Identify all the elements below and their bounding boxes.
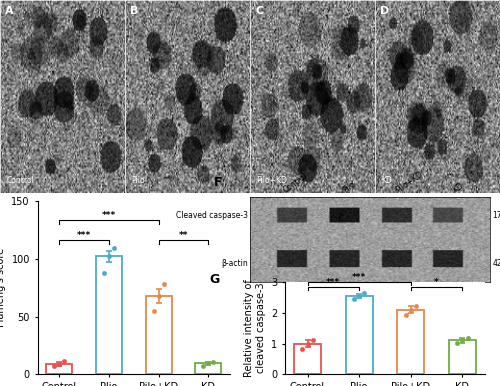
Text: B: B xyxy=(130,6,138,16)
Y-axis label: Flameng's score: Flameng's score xyxy=(0,248,6,327)
Text: Control: Control xyxy=(281,171,309,194)
Bar xyxy=(294,344,321,374)
Text: Cleaved caspase-3: Cleaved caspase-3 xyxy=(176,211,248,220)
Point xyxy=(160,281,168,287)
Point xyxy=(60,358,68,364)
Text: Pilo: Pilo xyxy=(341,179,357,194)
Point xyxy=(360,290,368,296)
Text: ***: *** xyxy=(326,278,340,287)
Point xyxy=(100,269,108,276)
Point xyxy=(110,245,118,251)
Text: ***: *** xyxy=(352,273,366,283)
Point xyxy=(55,361,63,367)
Text: C: C xyxy=(255,6,263,16)
Point xyxy=(298,346,306,352)
Bar xyxy=(146,296,172,374)
Point xyxy=(464,335,471,341)
Point xyxy=(355,293,363,299)
Bar xyxy=(346,296,372,374)
Point xyxy=(458,337,466,344)
Point xyxy=(200,363,207,369)
Bar xyxy=(449,340,476,374)
Bar xyxy=(96,256,122,374)
Text: D: D xyxy=(380,6,389,16)
Text: G: G xyxy=(209,273,219,286)
Text: F: F xyxy=(214,176,222,189)
Point xyxy=(412,303,420,309)
Bar xyxy=(46,364,72,374)
Text: *: * xyxy=(434,278,439,287)
Point xyxy=(402,312,409,318)
Point xyxy=(150,308,158,314)
Text: Control: Control xyxy=(6,176,34,185)
Point xyxy=(304,340,312,347)
Y-axis label: Relative intensity of
cleaved caspase-3: Relative intensity of cleaved caspase-3 xyxy=(244,279,266,377)
Text: A: A xyxy=(5,6,14,16)
Point xyxy=(308,337,316,343)
Text: 42kDa: 42kDa xyxy=(492,259,500,267)
Text: 17kDa: 17kDa xyxy=(492,211,500,220)
Point xyxy=(210,359,218,365)
Point xyxy=(204,361,212,367)
Bar xyxy=(196,364,221,374)
Text: β-actin: β-actin xyxy=(221,259,248,267)
Point xyxy=(454,340,462,346)
Point xyxy=(50,363,58,369)
Point xyxy=(105,253,113,259)
Text: ***: *** xyxy=(102,211,116,220)
Text: Pilo+KD: Pilo+KD xyxy=(394,169,424,194)
Text: ***: *** xyxy=(77,230,91,239)
Text: **: ** xyxy=(178,230,188,239)
Bar xyxy=(398,310,424,374)
Point xyxy=(154,293,162,299)
Text: KD: KD xyxy=(452,181,466,194)
Text: Pilo: Pilo xyxy=(131,176,145,185)
Text: KD: KD xyxy=(382,176,392,185)
Point xyxy=(407,306,415,313)
Point xyxy=(350,296,358,302)
Text: Pilo+KD: Pilo+KD xyxy=(256,176,287,185)
